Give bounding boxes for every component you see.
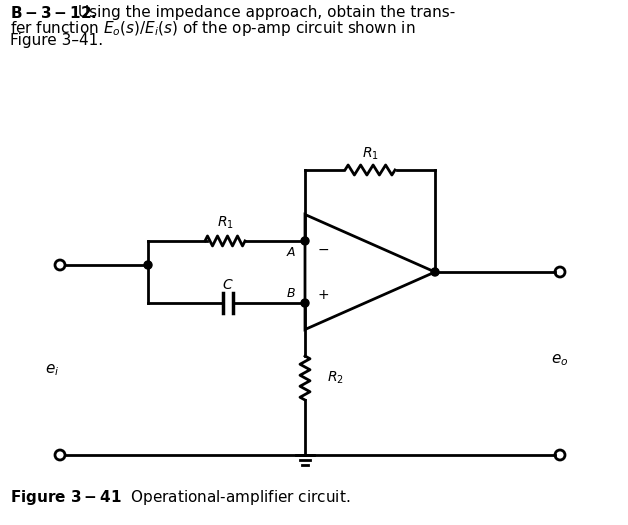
- Text: $e_i$: $e_i$: [45, 362, 59, 378]
- Circle shape: [301, 299, 309, 307]
- Text: $+$: $+$: [317, 288, 329, 302]
- Text: $R_2$: $R_2$: [327, 370, 344, 386]
- Text: Using the impedance approach, obtain the trans-: Using the impedance approach, obtain the…: [73, 5, 455, 20]
- Circle shape: [431, 268, 439, 276]
- Circle shape: [144, 261, 152, 269]
- Text: $e_o$: $e_o$: [551, 352, 569, 368]
- Text: $A$: $A$: [286, 246, 296, 259]
- Circle shape: [301, 237, 309, 245]
- Text: $\bf{Figure\ 3-41}$  Operational-amplifier circuit.: $\bf{Figure\ 3-41}$ Operational-amplifie…: [10, 488, 350, 507]
- Text: fer function $E_o(s)/E_i(s)$ of the op-amp circuit shown in: fer function $E_o(s)/E_i(s)$ of the op-a…: [10, 19, 416, 38]
- Text: $R_1$: $R_1$: [362, 146, 379, 162]
- Text: $B$: $B$: [286, 287, 296, 300]
- Text: $-$: $-$: [317, 242, 329, 256]
- Text: $\bf{B-3-12.}$: $\bf{B-3-12.}$: [10, 5, 97, 21]
- Text: $R_1$: $R_1$: [217, 215, 234, 231]
- Text: $C$: $C$: [222, 278, 234, 292]
- Text: Figure 3–41.: Figure 3–41.: [10, 33, 103, 48]
